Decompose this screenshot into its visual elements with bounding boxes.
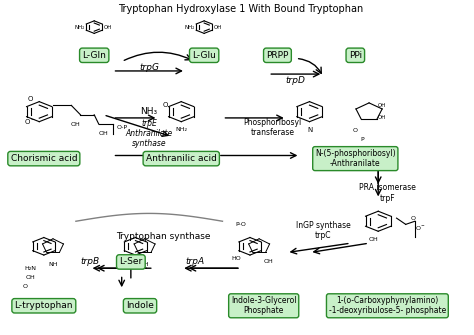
Text: O: O	[353, 128, 358, 133]
Text: trpE
Anthranilate
synthase: trpE Anthranilate synthase	[126, 119, 173, 148]
Text: N-(5-phosphoribosyl)
-Anthranilate: N-(5-phosphoribosyl) -Anthranilate	[315, 149, 396, 168]
Text: O: O	[27, 96, 33, 102]
Text: OH: OH	[378, 116, 387, 120]
Text: OH: OH	[378, 103, 387, 108]
Text: P-O: P-O	[236, 222, 246, 227]
Text: Anthranilic acid: Anthranilic acid	[146, 154, 217, 163]
Text: PPi: PPi	[349, 51, 362, 60]
Text: NH₂: NH₂	[75, 24, 85, 29]
Text: L-Glu: L-Glu	[192, 51, 216, 60]
Text: HO: HO	[231, 256, 241, 261]
Text: OH: OH	[71, 122, 81, 127]
Text: Indole-3-Glycerol
Phosphate: Indole-3-Glycerol Phosphate	[231, 296, 296, 316]
Text: L-tryptophan: L-tryptophan	[15, 301, 73, 310]
Text: 1-(o-Carboxyphynylamino)
-1-deoxyribulose-5- phosphate: 1-(o-Carboxyphynylamino) -1-deoxyribulos…	[329, 296, 446, 316]
Text: O: O	[23, 284, 28, 289]
Text: OH: OH	[99, 131, 108, 136]
Title: Tryptophan Hydroxylase 1 With Bound Tryptophan: Tryptophan Hydroxylase 1 With Bound Tryp…	[118, 4, 364, 14]
Text: O$^-$: O$^-$	[24, 117, 36, 126]
Text: P: P	[360, 137, 364, 142]
Text: NH₃: NH₃	[141, 107, 158, 116]
Text: Indole: Indole	[126, 301, 154, 310]
Text: Tryptophan synthase: Tryptophan synthase	[116, 232, 210, 242]
Text: N: N	[307, 127, 312, 133]
Text: PRA isomerase
trpF: PRA isomerase trpF	[359, 183, 416, 203]
Text: trpA: trpA	[185, 258, 205, 266]
Text: OH: OH	[264, 259, 273, 264]
Text: trpD: trpD	[286, 76, 306, 85]
Text: NH₂: NH₂	[175, 127, 187, 132]
Text: Chorismic acid: Chorismic acid	[10, 154, 77, 163]
Text: OH: OH	[213, 24, 222, 29]
Text: NH: NH	[140, 262, 149, 267]
Text: OH: OH	[25, 275, 35, 280]
Text: NH₂: NH₂	[184, 24, 195, 29]
Text: O: O	[162, 103, 167, 109]
Text: trpB: trpB	[80, 258, 99, 266]
Text: PRPP: PRPP	[266, 51, 289, 60]
Text: Phosphoribosyl
transferase: Phosphoribosyl transferase	[244, 118, 302, 137]
Text: O$^-$: O$^-$	[415, 223, 426, 231]
Text: trpG: trpG	[139, 63, 159, 72]
Text: O: O	[410, 216, 415, 221]
Text: H₂N: H₂N	[24, 266, 36, 271]
Text: L-Ser: L-Ser	[119, 258, 143, 266]
Text: O-P: O-P	[117, 125, 128, 130]
Text: OH: OH	[103, 24, 112, 29]
Text: L-Gln: L-Gln	[82, 51, 106, 60]
Text: NH: NH	[48, 262, 58, 267]
Text: OH: OH	[369, 237, 379, 242]
Text: InGP synthase
trpC: InGP synthase trpC	[296, 221, 351, 240]
